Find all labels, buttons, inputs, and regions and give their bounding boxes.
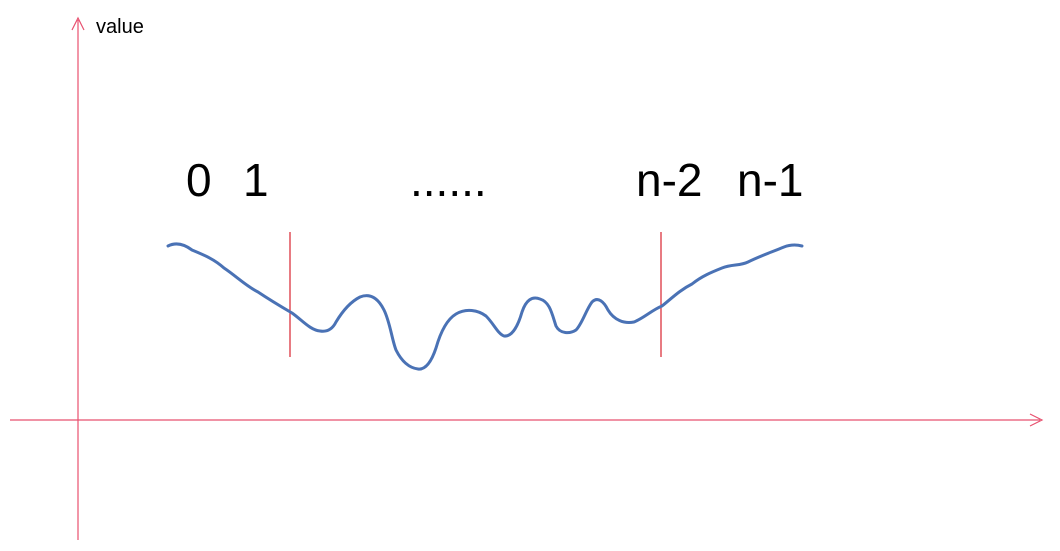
value-curve (166, 242, 804, 371)
index-label-last: n-1 (737, 154, 803, 206)
index-label-second: 1 (243, 154, 269, 206)
x-axis-arrowhead (1029, 413, 1044, 427)
index-label-first: 0 (186, 154, 212, 206)
index-label-ellipsis: ...... (410, 154, 487, 206)
index-label-second-last: n-2 (636, 154, 702, 206)
y-axis-arrowhead (71, 16, 85, 31)
y-axis-label: value (96, 16, 144, 38)
